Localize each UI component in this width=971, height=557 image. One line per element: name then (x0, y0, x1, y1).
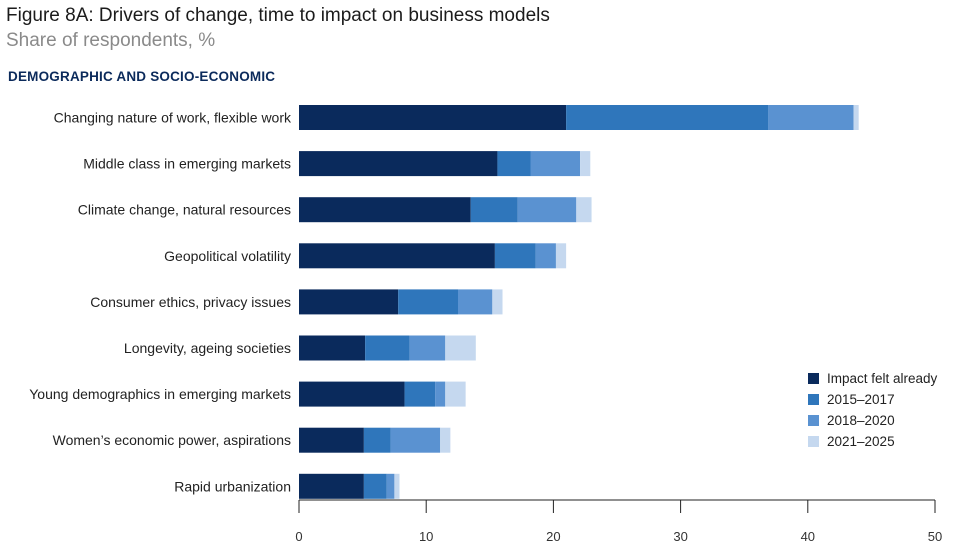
bar-segment (580, 151, 591, 177)
category-label: Rapid urbanization (174, 478, 291, 494)
bar-segment (363, 427, 391, 453)
section-label: DEMOGRAPHIC AND SOCIO-ECONOMIC (8, 69, 276, 84)
legend-label: 2015–2017 (827, 392, 895, 407)
bar-segment (363, 473, 387, 499)
x-tick-label: 40 (801, 529, 815, 544)
category-label: Consumer ethics, privacy issues (90, 294, 291, 310)
legend-item-2021-2025: 2021–2025 (808, 431, 937, 452)
bar-segment (494, 243, 536, 269)
bar-segment (445, 335, 476, 361)
chart-title: Figure 8A: Drivers of change, time to im… (6, 5, 550, 26)
bar-segment (853, 105, 859, 130)
bar-segment (530, 151, 581, 177)
legend-item-2018-2020: 2018–2020 (808, 410, 937, 431)
bar-segment (299, 289, 399, 315)
legend: Impact felt already 2015–2017 2018–2020 … (808, 368, 937, 452)
legend-item-2015-2017: 2015–2017 (808, 389, 937, 410)
bar-segment (299, 197, 471, 223)
bar-segment (299, 381, 405, 407)
bar-segment (470, 197, 518, 223)
legend-item-impact: Impact felt already (808, 368, 937, 389)
bar-segment (492, 289, 503, 315)
bar-segment (299, 427, 364, 453)
bar-segment (497, 151, 531, 177)
legend-swatch (808, 415, 819, 426)
bar-segment (555, 243, 567, 269)
x-tick-label: 0 (295, 529, 302, 544)
bars-group (299, 105, 859, 499)
bar-segment (398, 289, 458, 315)
bar-segment (535, 243, 556, 269)
bar-segment (386, 473, 395, 499)
bar-segment (299, 473, 364, 499)
category-label: Women’s economic power, aspirations (53, 432, 291, 448)
bar-segment (440, 427, 451, 453)
legend-label: 2018–2020 (827, 413, 895, 428)
category-label: Climate change, natural resources (78, 202, 291, 218)
bar-segment (435, 381, 446, 407)
bar-segment (299, 243, 495, 269)
bar-segment (299, 105, 567, 130)
legend-swatch (808, 394, 819, 405)
x-tick-label: 50 (928, 529, 942, 544)
legend-label: 2021–2025 (827, 434, 895, 449)
x-tick-label: 20 (546, 529, 560, 544)
x-tick-label: 10 (419, 529, 433, 544)
legend-swatch (808, 373, 819, 384)
bar-segment (299, 335, 366, 361)
bar-segment (390, 427, 441, 453)
category-label: Young demographics in emerging markets (29, 386, 291, 402)
bar-segment (394, 473, 400, 499)
bar-segment (517, 197, 577, 223)
category-label: Geopolitical volatility (164, 248, 291, 264)
bar-segment (404, 381, 436, 407)
category-label: Changing nature of work, flexible work (54, 110, 292, 126)
x-tick-label: 30 (673, 529, 687, 544)
legend-swatch (808, 436, 819, 447)
bar-segment (566, 105, 769, 130)
bar-segment (365, 335, 410, 361)
bar-segment (458, 289, 493, 315)
category-label: Middle class in emerging markets (83, 156, 291, 172)
bar-segment (768, 105, 854, 130)
legend-label: Impact felt already (827, 371, 938, 386)
bar-segment (445, 381, 466, 407)
bar-segment (409, 335, 446, 361)
category-labels-group: Changing nature of work, flexible work Mi… (29, 110, 292, 495)
x-axis: 0 10 20 30 40 50 (295, 499, 942, 544)
bar-segment (576, 197, 592, 223)
category-label: Longevity, ageing societies (124, 340, 291, 356)
chart-subtitle: Share of respondents, % (6, 30, 216, 51)
bar-segment (299, 151, 498, 177)
